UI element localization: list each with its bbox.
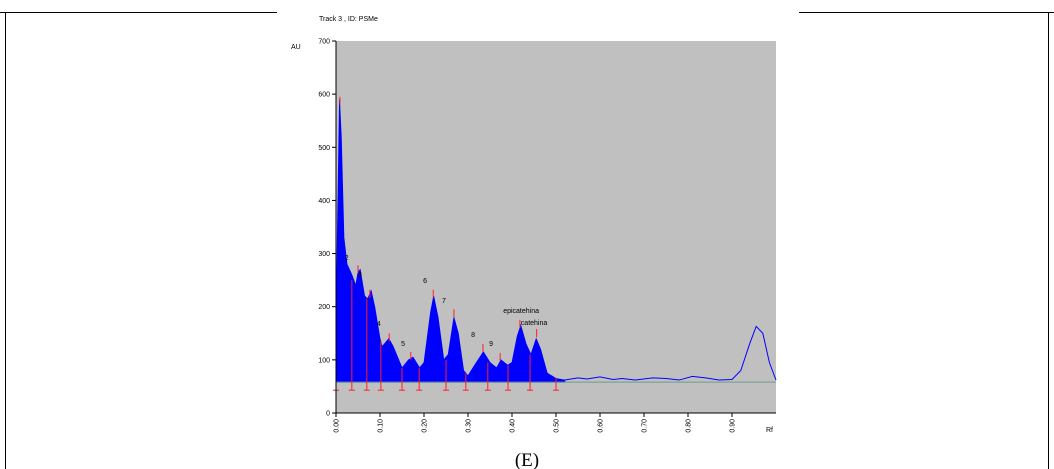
peak-label: 4: [377, 321, 381, 328]
peak-label: 7: [442, 298, 446, 305]
y-tick-label: 600: [318, 92, 330, 99]
y-tick-label: 100: [318, 357, 330, 364]
peak-label: 8: [471, 332, 475, 339]
y-axis-label: AU: [291, 44, 301, 51]
x-tick-label: 0.00: [334, 419, 341, 433]
y-tick-label: 500: [318, 145, 330, 152]
peak-area: [335, 99, 566, 383]
x-tick-label: 0.90: [730, 419, 737, 433]
y-tick-label: 400: [318, 198, 330, 205]
x-tick-label: 0.40: [510, 419, 517, 433]
x-tick-label: 0.80: [686, 419, 693, 433]
y-tick-label: 700: [318, 39, 330, 46]
x-tick-label: 0.50: [554, 419, 561, 433]
peak-label: 6: [423, 278, 427, 285]
y-tick-label: 300: [318, 251, 330, 258]
peak-label: epicatehina: [503, 308, 539, 315]
x-tick-label: 0.60: [598, 419, 605, 433]
peak-label: 3: [358, 272, 362, 279]
plot-area: [336, 41, 776, 413]
chart-title: Track 3 , ID: PSMe: [319, 16, 378, 23]
x-tick-label: 0.30: [466, 419, 473, 433]
y-tick-label: 200: [318, 304, 330, 311]
y-tick-label: 0: [326, 411, 330, 418]
peak-label: 5: [401, 341, 405, 348]
x-tick-label: 0.20: [422, 419, 429, 433]
peak-label: 9: [489, 341, 493, 348]
x-tick-label: 0.10: [378, 419, 385, 433]
caption: (E): [515, 450, 539, 469]
peak-label: 2: [345, 255, 349, 262]
trace-line: [564, 325, 777, 381]
x-tick-label: 0.70: [642, 419, 649, 433]
peak-label: catehina: [521, 320, 548, 327]
x-axis-label: Rf: [766, 427, 773, 434]
